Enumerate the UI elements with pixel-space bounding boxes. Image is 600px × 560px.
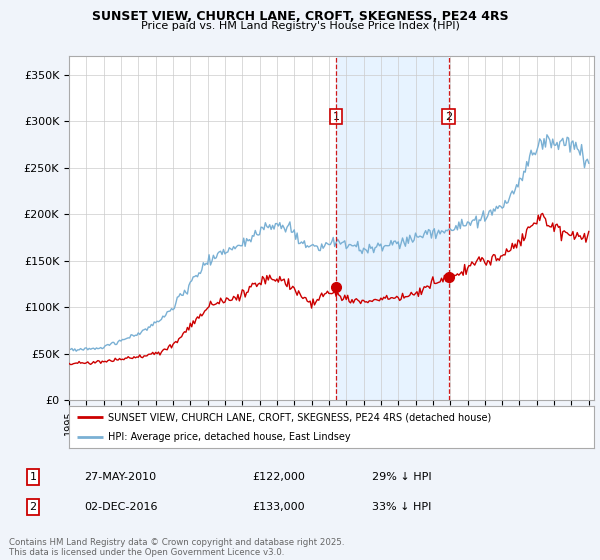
Text: SUNSET VIEW, CHURCH LANE, CROFT, SKEGNESS, PE24 4RS: SUNSET VIEW, CHURCH LANE, CROFT, SKEGNES… (92, 10, 508, 23)
Text: 2: 2 (445, 111, 452, 122)
Text: HPI: Average price, detached house, East Lindsey: HPI: Average price, detached house, East… (109, 432, 351, 442)
Text: 2: 2 (29, 502, 37, 512)
Bar (336, 56, 449, 400)
Text: £133,000: £133,000 (252, 502, 305, 512)
Text: Price paid vs. HM Land Registry's House Price Index (HPI): Price paid vs. HM Land Registry's House … (140, 21, 460, 31)
Text: 29% ↓ HPI: 29% ↓ HPI (372, 472, 431, 482)
Text: Contains HM Land Registry data © Crown copyright and database right 2025.
This d: Contains HM Land Registry data © Crown c… (9, 538, 344, 557)
Text: 02-DEC-2016: 02-DEC-2016 (84, 502, 157, 512)
Text: £122,000: £122,000 (252, 472, 305, 482)
Text: 1: 1 (332, 111, 340, 122)
Text: SUNSET VIEW, CHURCH LANE, CROFT, SKEGNESS, PE24 4RS (detached house): SUNSET VIEW, CHURCH LANE, CROFT, SKEGNES… (109, 412, 491, 422)
Text: 1: 1 (29, 472, 37, 482)
Text: 33% ↓ HPI: 33% ↓ HPI (372, 502, 431, 512)
Text: 27-MAY-2010: 27-MAY-2010 (84, 472, 156, 482)
